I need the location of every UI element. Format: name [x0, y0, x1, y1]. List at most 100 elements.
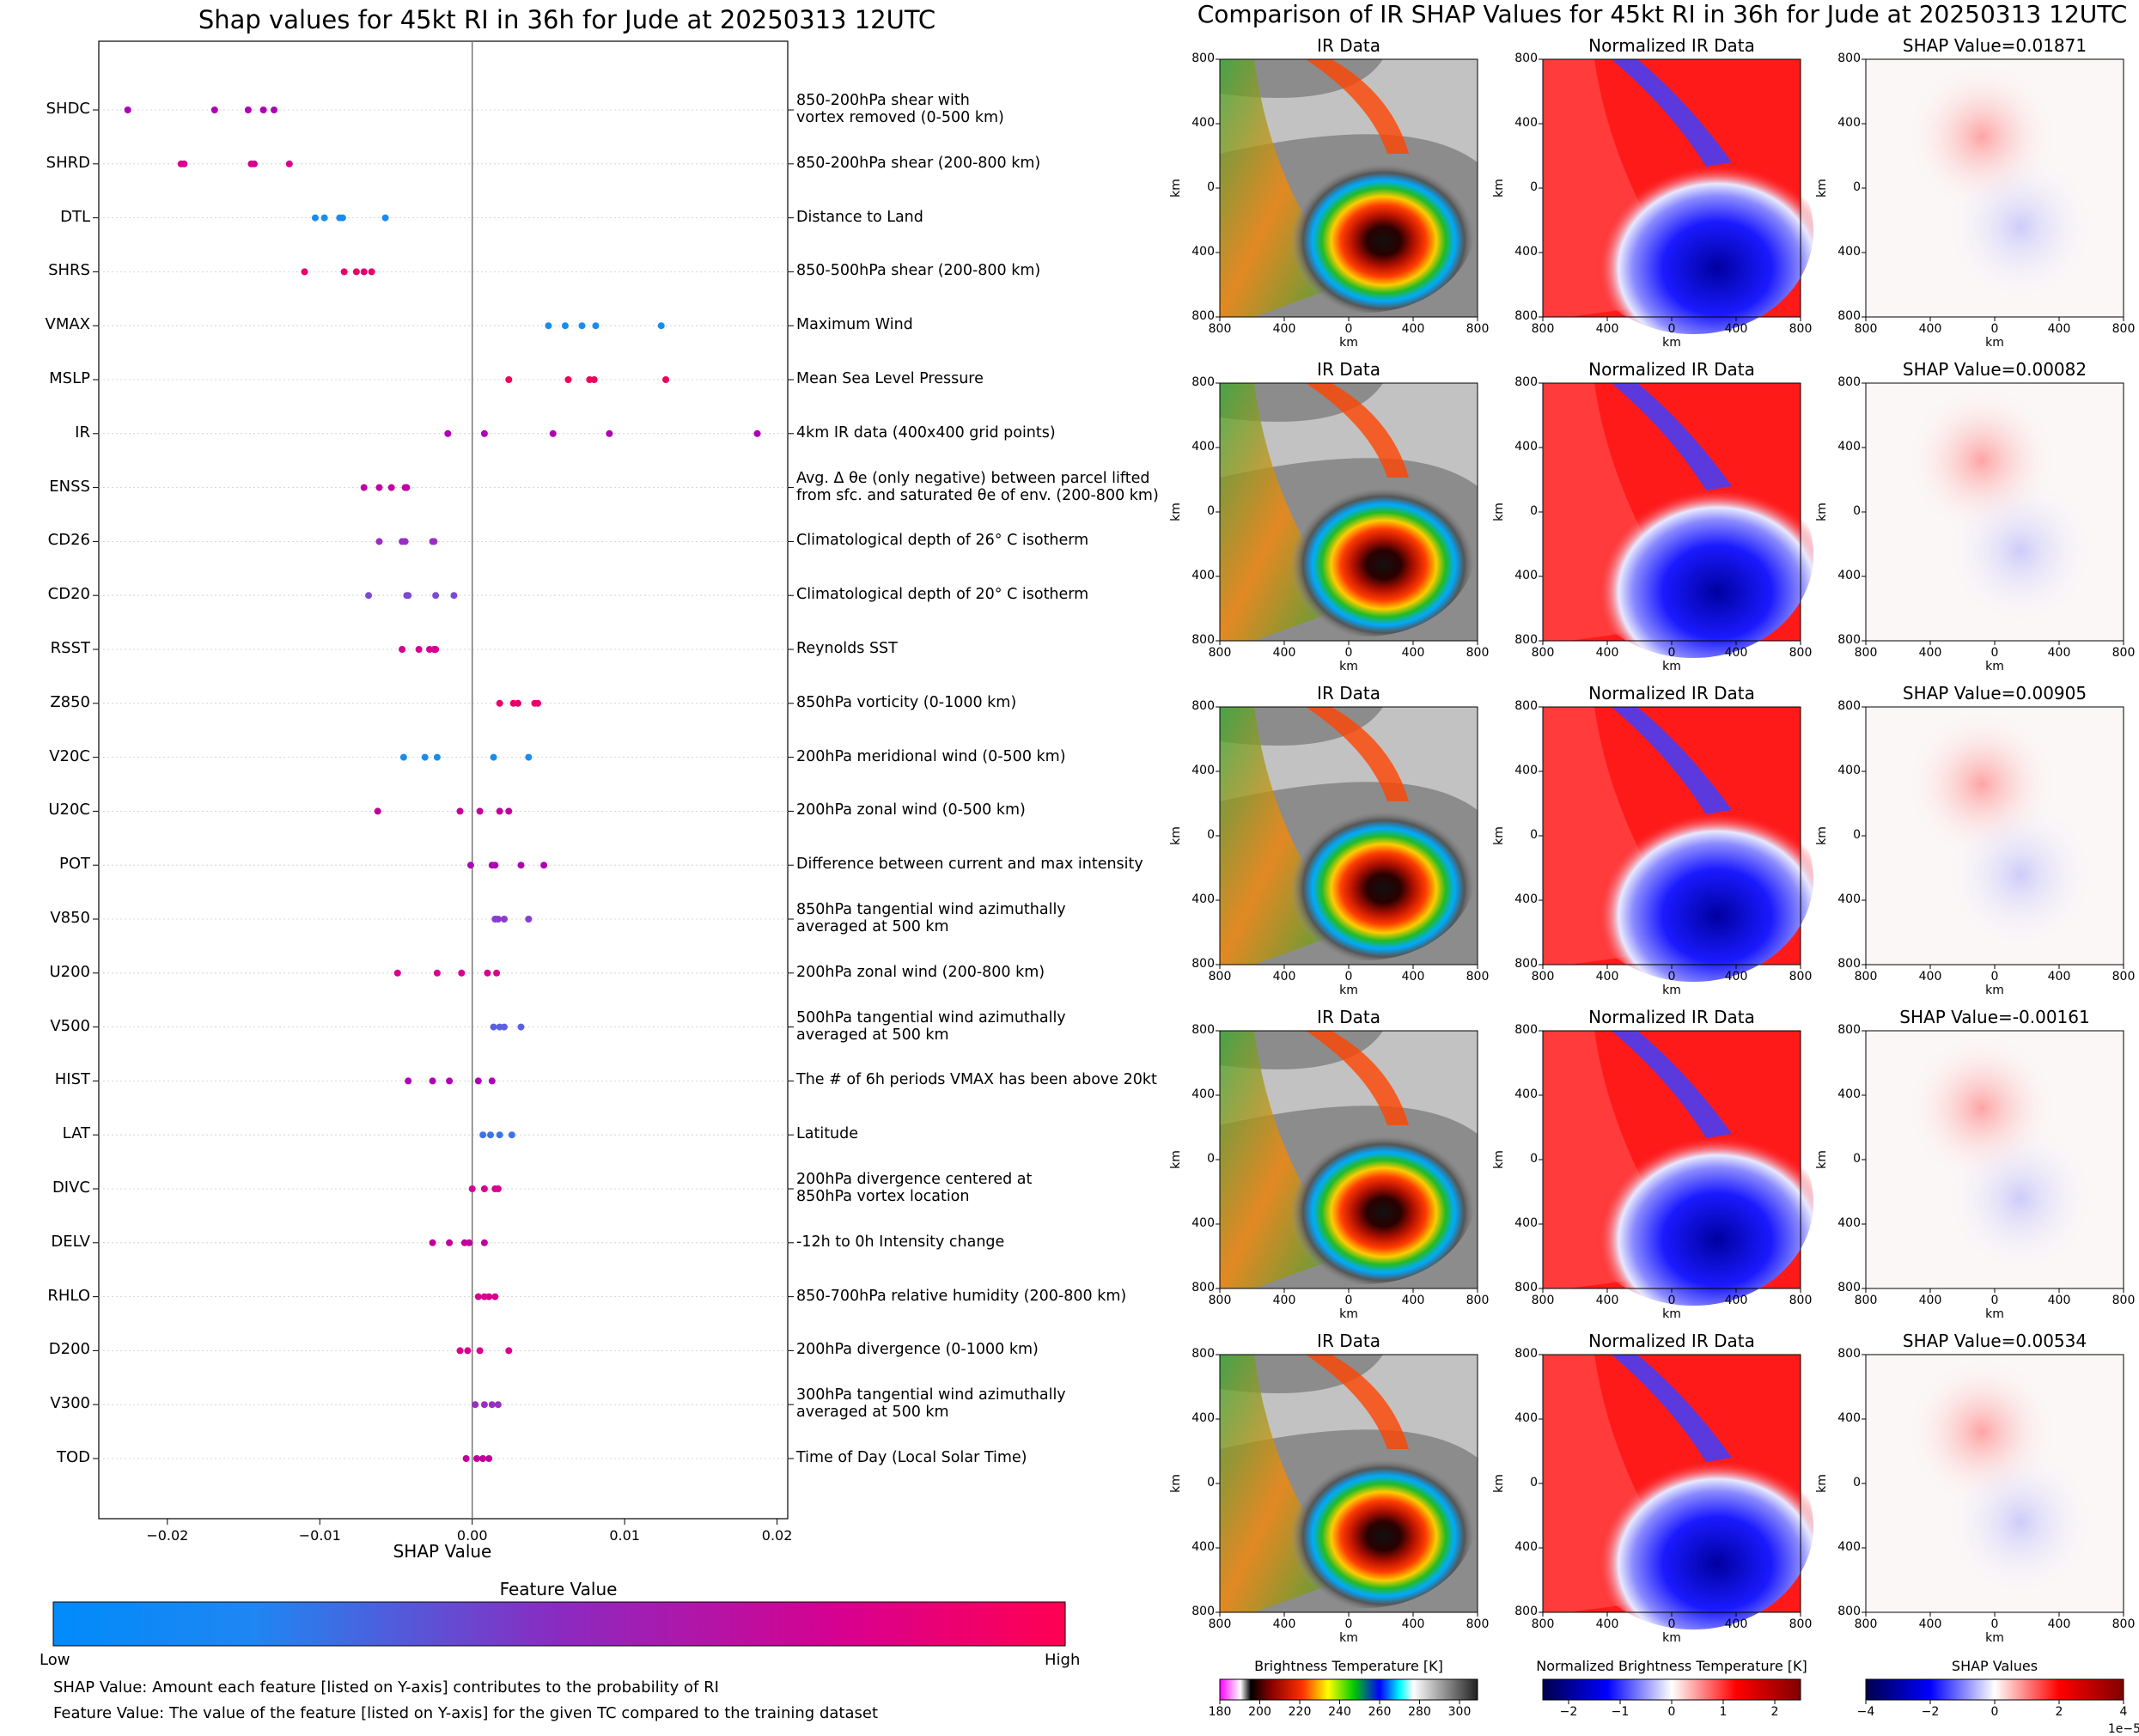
shap-point-u200 [393, 969, 401, 977]
x-axis-label: km [1339, 1307, 1358, 1321]
shap-point-cd26 [401, 538, 409, 545]
panel-title: Normalized IR Data [1588, 1007, 1755, 1027]
feature-description: The # of 6h periods VMAX has been above … [796, 1071, 1157, 1089]
x-tick-label: 800 [1531, 322, 1555, 336]
colorbar-tick-label: −4 [1856, 1705, 1875, 1719]
feature-name: CD26 [47, 531, 90, 550]
shap-point-ir [753, 429, 761, 437]
feature-name: SHRS [48, 261, 90, 280]
colorbar-tick-label: 1 [1719, 1705, 1728, 1719]
panel-title: Normalized IR Data [1588, 1331, 1755, 1351]
y-tick-label: 800 [1514, 375, 1538, 389]
feature-description: Avg. Δ θe (only negative) between parcel… [796, 469, 1150, 487]
y-tick-label: 800 [1514, 52, 1538, 65]
y-tick-label: 400 [1191, 1216, 1215, 1230]
shap-point-divc [494, 1185, 502, 1192]
panel-r4-c0 [1219, 1354, 1478, 1613]
feature-description: Latitude [796, 1125, 859, 1143]
x-tick-label: 800 [2112, 646, 2136, 660]
y-tick-label: 800 [1837, 633, 1861, 647]
y-tick-label: 400 [1514, 440, 1538, 454]
y-tick-label: 0 [1207, 1152, 1215, 1166]
feature-description: averaged at 500 km [796, 1026, 949, 1044]
shap-point-cd20 [432, 592, 440, 600]
y-axis-label: km [1168, 1474, 1183, 1493]
panel-title: Normalized IR Data [1588, 683, 1755, 704]
shap-point-vmax [578, 322, 586, 330]
y-tick-label: 800 [1191, 957, 1215, 971]
y-tick-label: 400 [1837, 440, 1861, 454]
colorbar-exponent: 1e−5 [2107, 1722, 2139, 1736]
shap-beeswarm-chart [52, 40, 1066, 1647]
x-axis-label: km [1339, 1631, 1358, 1645]
x-tick-label: 800 [1466, 1294, 1490, 1307]
x-tick-label: 800 [1208, 1294, 1232, 1307]
x-axis-label: km [1339, 984, 1358, 997]
y-tick-label: 0 [1530, 1152, 1538, 1166]
y-tick-label: 800 [1514, 699, 1538, 713]
x-tick-label: 400 [1272, 1294, 1296, 1307]
feature-name: V300 [50, 1394, 90, 1413]
shap-point-cd20 [405, 592, 412, 600]
y-tick-label: 800 [1514, 1605, 1538, 1618]
shap-point-ir [606, 429, 613, 437]
y-tick-label: 400 [1837, 1087, 1861, 1101]
y-tick-label: 0 [1530, 504, 1538, 518]
shap-point-shrs [301, 268, 308, 276]
colorbar-tick-label: 200 [1248, 1705, 1271, 1719]
y-tick-label: 400 [1514, 1540, 1538, 1554]
x-tick-label: 400 [1595, 970, 1619, 984]
ir-panel-grid [1216, 58, 2124, 1704]
shap-point-mslp [590, 376, 598, 383]
x-tick-label: 800 [1466, 322, 1490, 336]
y-tick-label: 400 [1514, 569, 1538, 582]
x-tick-label: 800 [1789, 1617, 1813, 1631]
shap-point-rsst [432, 646, 440, 653]
x-tick-label: 400 [1724, 970, 1748, 984]
shap-point-rhlo [485, 1293, 493, 1300]
feature-description: Difference between current and max inten… [796, 856, 1143, 874]
x-tick-label: 0.02 [761, 1527, 793, 1544]
x-tick-label: 0 [1990, 322, 1999, 336]
y-tick-label: 0 [1530, 180, 1538, 194]
feature-name: V500 [50, 1016, 90, 1035]
feature-name: U200 [49, 962, 90, 981]
x-tick-label: 800 [1789, 322, 1813, 336]
colorbar-tick-label: 0 [1667, 1705, 1676, 1719]
shap-negative-region [1866, 59, 2124, 317]
shap-point-mslp [564, 376, 572, 383]
ir-storm-core [1254, 1419, 1478, 1608]
colorbar-tick-label: −1 [1611, 1705, 1630, 1719]
x-tick-label: 800 [1789, 1294, 1813, 1307]
feature-name: V850 [50, 909, 90, 927]
shap-point-u20c [374, 807, 381, 815]
y-tick-label: 800 [1514, 1281, 1538, 1294]
footnote-shap: SHAP Value: Amount each feature [listed … [53, 1678, 719, 1696]
feature-description: 850hPa vortex location [796, 1188, 970, 1205]
shap-point-shrs [368, 268, 375, 276]
panel-title: IR Data [1317, 35, 1380, 56]
colorbar-tick-label: 220 [1288, 1705, 1312, 1719]
panel-r0-c0 [1219, 58, 1478, 318]
feature-name: DELV [51, 1232, 90, 1251]
colorbar-low-label: Low [40, 1651, 70, 1669]
x-tick-label: 0 [1667, 1617, 1676, 1631]
feature-name: DTL [60, 207, 90, 226]
shap-point-pot [466, 862, 474, 869]
shap-point-rsst [399, 646, 406, 653]
x-tick-label: 800 [1466, 646, 1490, 660]
shap-point-ir [480, 429, 488, 437]
x-tick-label: −0.02 [146, 1527, 189, 1544]
y-tick-label: 400 [1514, 1216, 1538, 1230]
y-tick-label: 400 [1191, 116, 1215, 130]
shap-value-title: SHAP Value=0.01871 [1902, 35, 2087, 56]
y-axis-label: km [1814, 179, 1829, 198]
y-tick-label: 800 [1837, 1023, 1861, 1037]
shap-point-v20c [490, 753, 497, 761]
shap-point-u200 [484, 969, 491, 977]
x-axis-label: km [1985, 660, 2004, 673]
y-tick-label: 800 [1514, 633, 1538, 647]
shap-point-tod [473, 1455, 481, 1462]
y-tick-label: 800 [1837, 1347, 1861, 1361]
y-tick-label: 800 [1191, 1281, 1215, 1294]
